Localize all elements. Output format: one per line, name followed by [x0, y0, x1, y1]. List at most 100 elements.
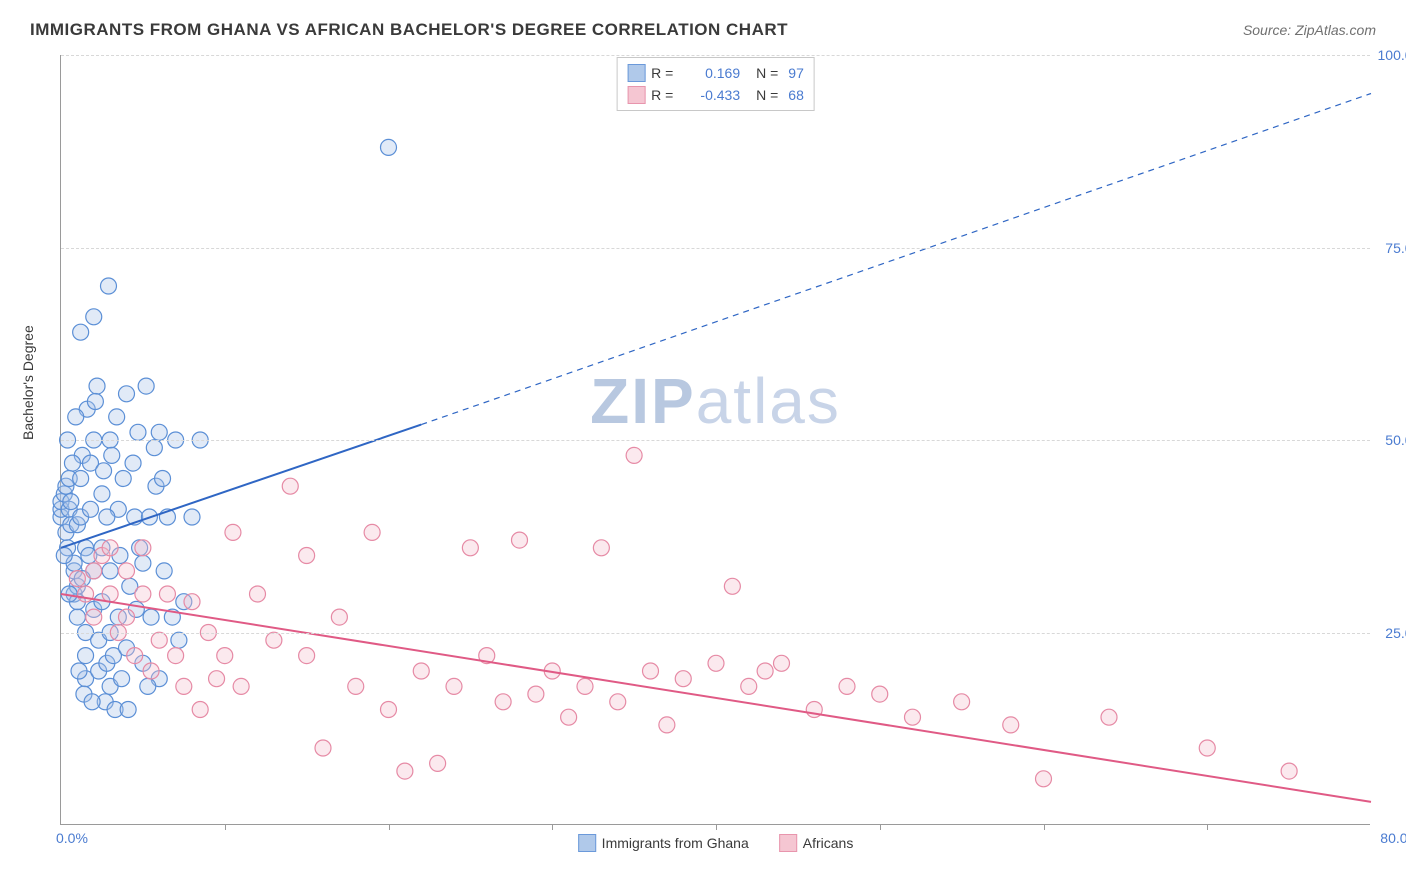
data-point — [299, 548, 315, 564]
legend-r-label-0: R = — [651, 65, 679, 81]
x-tick — [225, 824, 226, 830]
data-point — [86, 609, 102, 625]
x-tick — [389, 824, 390, 830]
data-point — [397, 763, 413, 779]
y-tick-label: 100.0% — [1378, 47, 1406, 63]
legend-swatch-0 — [627, 64, 645, 82]
data-point — [348, 678, 364, 694]
legend-n-label-0: N = — [756, 65, 778, 81]
x-tick — [880, 824, 881, 830]
data-point — [610, 694, 626, 710]
y-axis-label: Bachelor's Degree — [20, 325, 36, 440]
data-point — [130, 424, 146, 440]
x-origin-label: 0.0% — [56, 830, 88, 846]
data-point — [146, 440, 162, 456]
data-point — [184, 594, 200, 610]
legend-item-1: Africans — [779, 834, 854, 852]
data-point — [89, 378, 105, 394]
data-point — [872, 686, 888, 702]
data-point — [100, 278, 116, 294]
data-point — [140, 678, 156, 694]
data-point — [119, 563, 135, 579]
data-point — [96, 463, 112, 479]
chart-title: IMMIGRANTS FROM GHANA VS AFRICAN BACHELO… — [30, 20, 788, 40]
data-point — [708, 655, 724, 671]
data-point — [135, 555, 151, 571]
data-point — [643, 663, 659, 679]
data-point — [593, 540, 609, 556]
legend-n-value-1: 68 — [788, 87, 804, 103]
data-point — [114, 671, 130, 687]
data-point — [839, 678, 855, 694]
data-point — [315, 740, 331, 756]
data-point — [512, 532, 528, 548]
data-point — [120, 702, 136, 718]
data-point — [413, 663, 429, 679]
data-point — [675, 671, 691, 687]
data-point — [1281, 763, 1297, 779]
data-point — [626, 447, 642, 463]
x-tick — [1044, 824, 1045, 830]
data-point — [364, 524, 380, 540]
data-point — [159, 586, 175, 602]
data-point — [86, 309, 102, 325]
data-point — [87, 394, 103, 410]
data-point — [109, 409, 125, 425]
data-point — [192, 702, 208, 718]
y-tick-label: 50.0% — [1385, 432, 1406, 448]
data-point — [64, 455, 80, 471]
data-point — [68, 409, 84, 425]
x-tick — [1207, 824, 1208, 830]
data-point — [757, 663, 773, 679]
data-point — [774, 655, 790, 671]
correlation-legend: R = 0.169 N = 97 R = -0.433 N = 68 — [616, 57, 815, 111]
data-point — [119, 609, 135, 625]
data-point — [741, 678, 757, 694]
data-point — [266, 632, 282, 648]
data-point — [127, 648, 143, 664]
data-point — [125, 455, 141, 471]
data-point — [381, 139, 397, 155]
data-point — [119, 386, 135, 402]
data-point — [156, 563, 172, 579]
series-legend: Immigrants from Ghana Africans — [578, 834, 854, 852]
y-tick-label: 75.0% — [1385, 240, 1406, 256]
data-point — [381, 702, 397, 718]
data-point — [71, 663, 87, 679]
data-point — [143, 663, 159, 679]
source-attribution: Source: ZipAtlas.com — [1243, 22, 1376, 38]
x-max-label: 80.0% — [1380, 830, 1406, 846]
data-point — [724, 578, 740, 594]
data-point — [63, 494, 79, 510]
data-point — [176, 678, 192, 694]
data-point — [462, 540, 478, 556]
chart-plot-area: ZIPatlas R = 0.169 N = 97 R = -0.433 N =… — [60, 55, 1370, 825]
data-point — [209, 671, 225, 687]
data-point — [577, 678, 593, 694]
legend-row-series-1: R = -0.433 N = 68 — [627, 84, 804, 106]
data-point — [233, 678, 249, 694]
gridline — [61, 55, 1370, 56]
data-point — [225, 524, 241, 540]
data-point — [151, 424, 167, 440]
data-point — [299, 648, 315, 664]
legend-n-label-1: N = — [756, 87, 778, 103]
data-point — [1036, 771, 1052, 787]
legend-r-value-1: -0.433 — [685, 87, 740, 103]
data-point — [659, 717, 675, 733]
data-point — [430, 755, 446, 771]
legend-n-value-0: 97 — [788, 65, 804, 81]
data-point — [99, 509, 115, 525]
data-point — [331, 609, 347, 625]
data-point — [69, 571, 85, 587]
data-point — [561, 709, 577, 725]
legend-item-0: Immigrants from Ghana — [578, 834, 749, 852]
data-point — [1003, 717, 1019, 733]
data-point — [94, 486, 110, 502]
x-tick — [716, 824, 717, 830]
data-point — [954, 694, 970, 710]
data-point — [446, 678, 462, 694]
data-point — [69, 609, 85, 625]
gridline — [61, 440, 1370, 441]
legend-bottom-swatch-0 — [578, 834, 596, 852]
